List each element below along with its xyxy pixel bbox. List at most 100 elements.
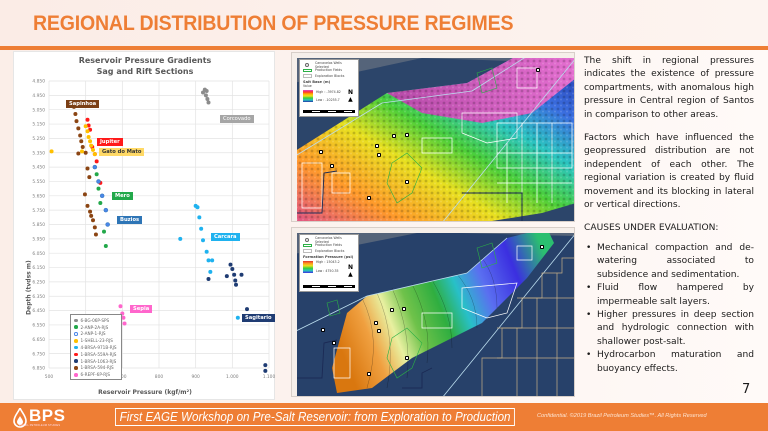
svg-text:5.050: 5.050 <box>32 107 45 113</box>
legend-marker-icon <box>74 339 78 343</box>
data-point <box>199 226 204 231</box>
data-point <box>224 274 229 279</box>
data-point <box>85 203 90 208</box>
data-point <box>103 207 109 213</box>
svg-text:5.550: 5.550 <box>32 179 45 185</box>
svg-text:500: 500 <box>45 374 54 380</box>
well-marker-icon <box>377 329 381 333</box>
well-marker-icon <box>330 164 334 168</box>
data-point <box>201 238 205 243</box>
legend-marker-icon <box>74 373 78 377</box>
svg-text:6.750: 6.750 <box>32 351 45 357</box>
well-marker-icon <box>375 144 379 148</box>
data-point <box>263 368 268 373</box>
data-point <box>205 96 210 101</box>
legend-item: 4-BRSA-971B-RJS <box>74 344 118 351</box>
legend-item: 1-BRSA-1063-RJS <box>74 358 118 365</box>
legend-item: 6-REPF-6P-RJS <box>74 371 118 378</box>
color-ramp <box>303 260 313 273</box>
data-point <box>263 363 268 368</box>
data-point <box>122 321 127 326</box>
production-field-symbol-icon <box>303 243 312 247</box>
footer: BPS BRAZIL PETROLEUM STUDIES First EAGE … <box>0 403 768 431</box>
map-coordinate-ticks <box>292 228 574 233</box>
legend-item: 2-ANP-2A-RJS <box>74 324 118 331</box>
series-label-sepia: Sepia <box>130 305 153 313</box>
workshop-title: First EAGE Workshop on Pre-Salt Reservoi… <box>115 408 516 426</box>
data-point <box>105 222 110 227</box>
well-marker-icon <box>377 153 381 157</box>
commentary-panel: The shift in regional pressures indicate… <box>584 55 754 376</box>
data-point <box>204 89 209 94</box>
svg-text:900: 900 <box>191 374 200 380</box>
data-point <box>98 200 103 205</box>
svg-text:5.150: 5.150 <box>32 122 45 128</box>
scale-bar <box>303 110 355 113</box>
series-label-sagitario: Sagitario <box>242 314 275 322</box>
data-point <box>121 315 126 320</box>
svg-text:5.650: 5.650 <box>32 193 45 199</box>
svg-text:1.100: 1.100 <box>263 374 276 380</box>
data-point <box>96 179 101 184</box>
cause-item: Higher pressures in deep section and hyd… <box>584 309 754 349</box>
map-coordinate-ticks <box>292 228 297 396</box>
well-marker-icon <box>332 341 336 345</box>
scale-bar <box>303 285 355 288</box>
svg-text:700: 700 <box>118 374 127 380</box>
legend-marker-icon <box>74 359 78 363</box>
data-point <box>92 152 97 157</box>
data-point <box>228 262 233 267</box>
well-marker-icon <box>374 321 378 325</box>
well-marker-icon <box>405 133 409 137</box>
data-point <box>118 304 123 309</box>
data-point <box>85 129 90 134</box>
well-marker-icon <box>321 328 325 332</box>
color-ramp <box>303 89 313 102</box>
series-label-mero: Mero <box>112 192 133 200</box>
legend-marker-icon <box>74 318 78 323</box>
chart-title-line1: Reservoir Pressure Gradients <box>78 56 212 65</box>
svg-text:6.050: 6.050 <box>32 251 45 257</box>
data-point <box>94 159 99 164</box>
data-point <box>102 229 106 234</box>
data-point <box>178 236 183 241</box>
scatter-plot: 4.850 4.950 5.050 5.150 5.250 5.350 5.450 5.550… <box>32 79 276 380</box>
data-point <box>96 186 101 191</box>
cause-item: Mechanical compaction and de-watering as… <box>584 242 754 282</box>
data-point <box>103 244 108 249</box>
series-label-gato-do-mato: Gato do Mato <box>99 148 145 156</box>
data-point <box>235 315 240 320</box>
data-point <box>85 117 90 122</box>
formation-pressure-map-legend: Carcavelos Wells Selected Production Fie… <box>299 234 359 292</box>
series-label-sapinhoa: Sapinhoa <box>66 100 100 108</box>
pressure-gradient-chart: Reservoir Pressure Gradients Sag and Rif… <box>13 51 275 400</box>
copyright-notice: Confidential. ©2019 Brazil Petroleum Stu… <box>537 413 707 419</box>
well-symbol-icon <box>305 237 309 242</box>
svg-text:4.950: 4.950 <box>32 93 45 99</box>
data-point <box>76 126 81 131</box>
svg-text:6.350: 6.350 <box>32 294 45 300</box>
legend-marker-icon <box>74 345 78 350</box>
well-marker-icon <box>402 307 406 311</box>
data-point <box>74 119 79 124</box>
data-point <box>83 150 88 155</box>
well-marker-icon <box>540 245 544 249</box>
svg-text:5.350: 5.350 <box>32 150 45 156</box>
x-axis-title: Reservoir Pressure (kgf/m²) <box>98 389 192 396</box>
data-point <box>85 166 90 171</box>
well-marker-icon <box>405 180 409 184</box>
svg-text:6.250: 6.250 <box>32 280 45 286</box>
data-point <box>94 172 99 177</box>
data-point <box>210 258 215 263</box>
data-point <box>197 215 202 220</box>
svg-text:5.950: 5.950 <box>32 236 45 242</box>
data-point <box>88 209 93 214</box>
data-point <box>80 145 85 150</box>
svg-text:5.250: 5.250 <box>32 136 45 142</box>
legend-marker-icon <box>74 332 78 336</box>
data-point <box>234 282 238 287</box>
data-point <box>80 149 84 154</box>
salt-base-map: Carcavelos Wells Selected Production Fie… <box>291 52 575 222</box>
map-coordinate-ticks <box>292 53 297 221</box>
svg-text:5.850: 5.850 <box>32 222 45 228</box>
